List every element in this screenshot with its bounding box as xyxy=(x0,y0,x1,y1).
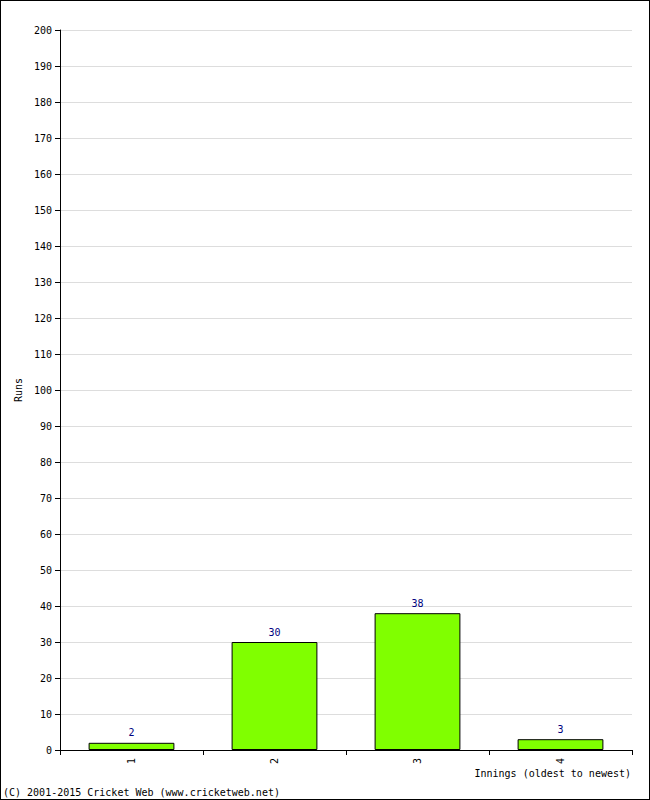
svg-text:Innings (oldest to newest): Innings (oldest to newest) xyxy=(474,768,631,779)
svg-text:20: 20 xyxy=(40,673,52,684)
svg-text:120: 120 xyxy=(34,313,52,324)
svg-text:140: 140 xyxy=(34,241,52,252)
svg-text:60: 60 xyxy=(40,529,52,540)
svg-text:90: 90 xyxy=(40,421,52,432)
svg-text:80: 80 xyxy=(40,457,52,468)
svg-text:4: 4 xyxy=(555,758,566,764)
svg-text:30: 30 xyxy=(40,637,52,648)
svg-text:190: 190 xyxy=(34,61,52,72)
svg-text:2: 2 xyxy=(269,758,280,764)
svg-text:3: 3 xyxy=(557,724,563,735)
svg-text:(C) 2001-2015 Cricket Web (www: (C) 2001-2015 Cricket Web (www.cricketwe… xyxy=(3,787,280,798)
svg-text:200: 200 xyxy=(34,25,52,36)
svg-text:38: 38 xyxy=(411,598,423,609)
svg-text:110: 110 xyxy=(34,349,52,360)
svg-text:1: 1 xyxy=(126,758,137,764)
svg-text:10: 10 xyxy=(40,709,52,720)
svg-text:70: 70 xyxy=(40,493,52,504)
svg-text:100: 100 xyxy=(34,385,52,396)
svg-text:2: 2 xyxy=(128,727,134,738)
svg-text:180: 180 xyxy=(34,97,52,108)
svg-text:Runs: Runs xyxy=(13,378,24,402)
svg-text:3: 3 xyxy=(412,758,423,764)
svg-text:130: 130 xyxy=(34,277,52,288)
svg-text:160: 160 xyxy=(34,169,52,180)
svg-text:150: 150 xyxy=(34,205,52,216)
svg-text:30: 30 xyxy=(268,627,280,638)
svg-text:40: 40 xyxy=(40,601,52,612)
svg-text:0: 0 xyxy=(46,745,52,756)
svg-text:170: 170 xyxy=(34,133,52,144)
svg-text:50: 50 xyxy=(40,565,52,576)
